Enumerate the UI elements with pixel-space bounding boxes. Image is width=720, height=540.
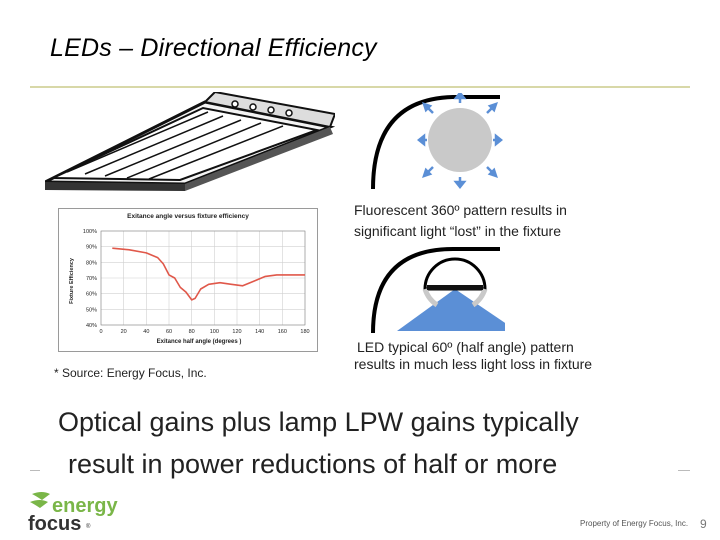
x-tick-label: 180 [300, 329, 309, 335]
light-ray-arrows [416, 90, 504, 190]
headline-line2: result in power reductions of half or mo… [68, 449, 558, 479]
logo-word-energy: energy [52, 495, 118, 517]
footer-property-note: Property of Energy Focus, Inc. [580, 519, 689, 528]
left-accent-dash [30, 470, 40, 471]
fluorescent-lamp [428, 108, 492, 172]
chart-y-axis-label: Fixture Efficiency [69, 257, 75, 304]
y-tick-label: 70% [86, 276, 97, 282]
svg-text:®: ® [86, 523, 91, 530]
y-tick-label: 40% [86, 323, 97, 329]
y-tick-label: 60% [86, 292, 97, 298]
x-tick-label: 40 [143, 329, 149, 335]
page-number: 9 [700, 517, 707, 531]
y-tick-label: 50% [86, 307, 97, 313]
plot-area [100, 230, 306, 326]
troffer-fixture-image [44, 90, 337, 197]
y-tick-label: 90% [86, 245, 97, 251]
title-divider [30, 86, 690, 88]
headline-line1: Optical gains plus lamp LPW gains typica… [58, 407, 579, 437]
slide-title: LEDs – Directional Efficiency [50, 34, 377, 62]
chart-title: Exitance angle versus fixture efficiency [127, 213, 249, 220]
x-tick-label: 140 [255, 329, 264, 335]
x-tick-label: 100 [210, 329, 219, 335]
led-caption-line1: LED typical 60º (half angle) pattern [357, 339, 574, 355]
fluorescent-caption-line2: significant light “lost” in the fixture [354, 223, 561, 239]
efficiency-chart-svg: Exitance angle versus fixture efficiency… [69, 213, 310, 345]
energy-focus-logo: energy focus ® [28, 490, 128, 537]
x-tick-label: 0 [99, 329, 102, 335]
chart-x-axis-label: Exitance half angle (degrees ) [157, 339, 242, 345]
right-accent-dash [678, 470, 690, 471]
x-tick-label: 20 [121, 329, 127, 335]
logo-word-focus: focus [28, 513, 81, 532]
fluorescent-pattern-diagram [365, 90, 505, 198]
y-tick-label: 80% [86, 260, 97, 266]
source-note: * Source: Energy Focus, Inc. [54, 366, 207, 380]
efficiency-chart: Exitance angle versus fixture efficiency… [58, 208, 318, 352]
fluorescent-caption-line1: Fluorescent 360º pattern results in [354, 202, 567, 218]
x-tick-label: 80 [189, 329, 195, 335]
led-light-beam [397, 289, 517, 331]
x-tick-label: 60 [166, 329, 172, 335]
fluorescent-caption: Fluorescent 360º pattern results in sign… [354, 200, 567, 242]
led-caption-line2: results in much less light loss in fixtu… [354, 356, 593, 372]
led-lamp [427, 285, 483, 290]
efficiency-series-line [112, 247, 305, 301]
x-tick-label: 160 [278, 329, 287, 335]
x-tick-label: 120 [232, 329, 241, 335]
led-pattern-diagram [365, 247, 517, 342]
y-tick-label: 100% [83, 229, 97, 235]
